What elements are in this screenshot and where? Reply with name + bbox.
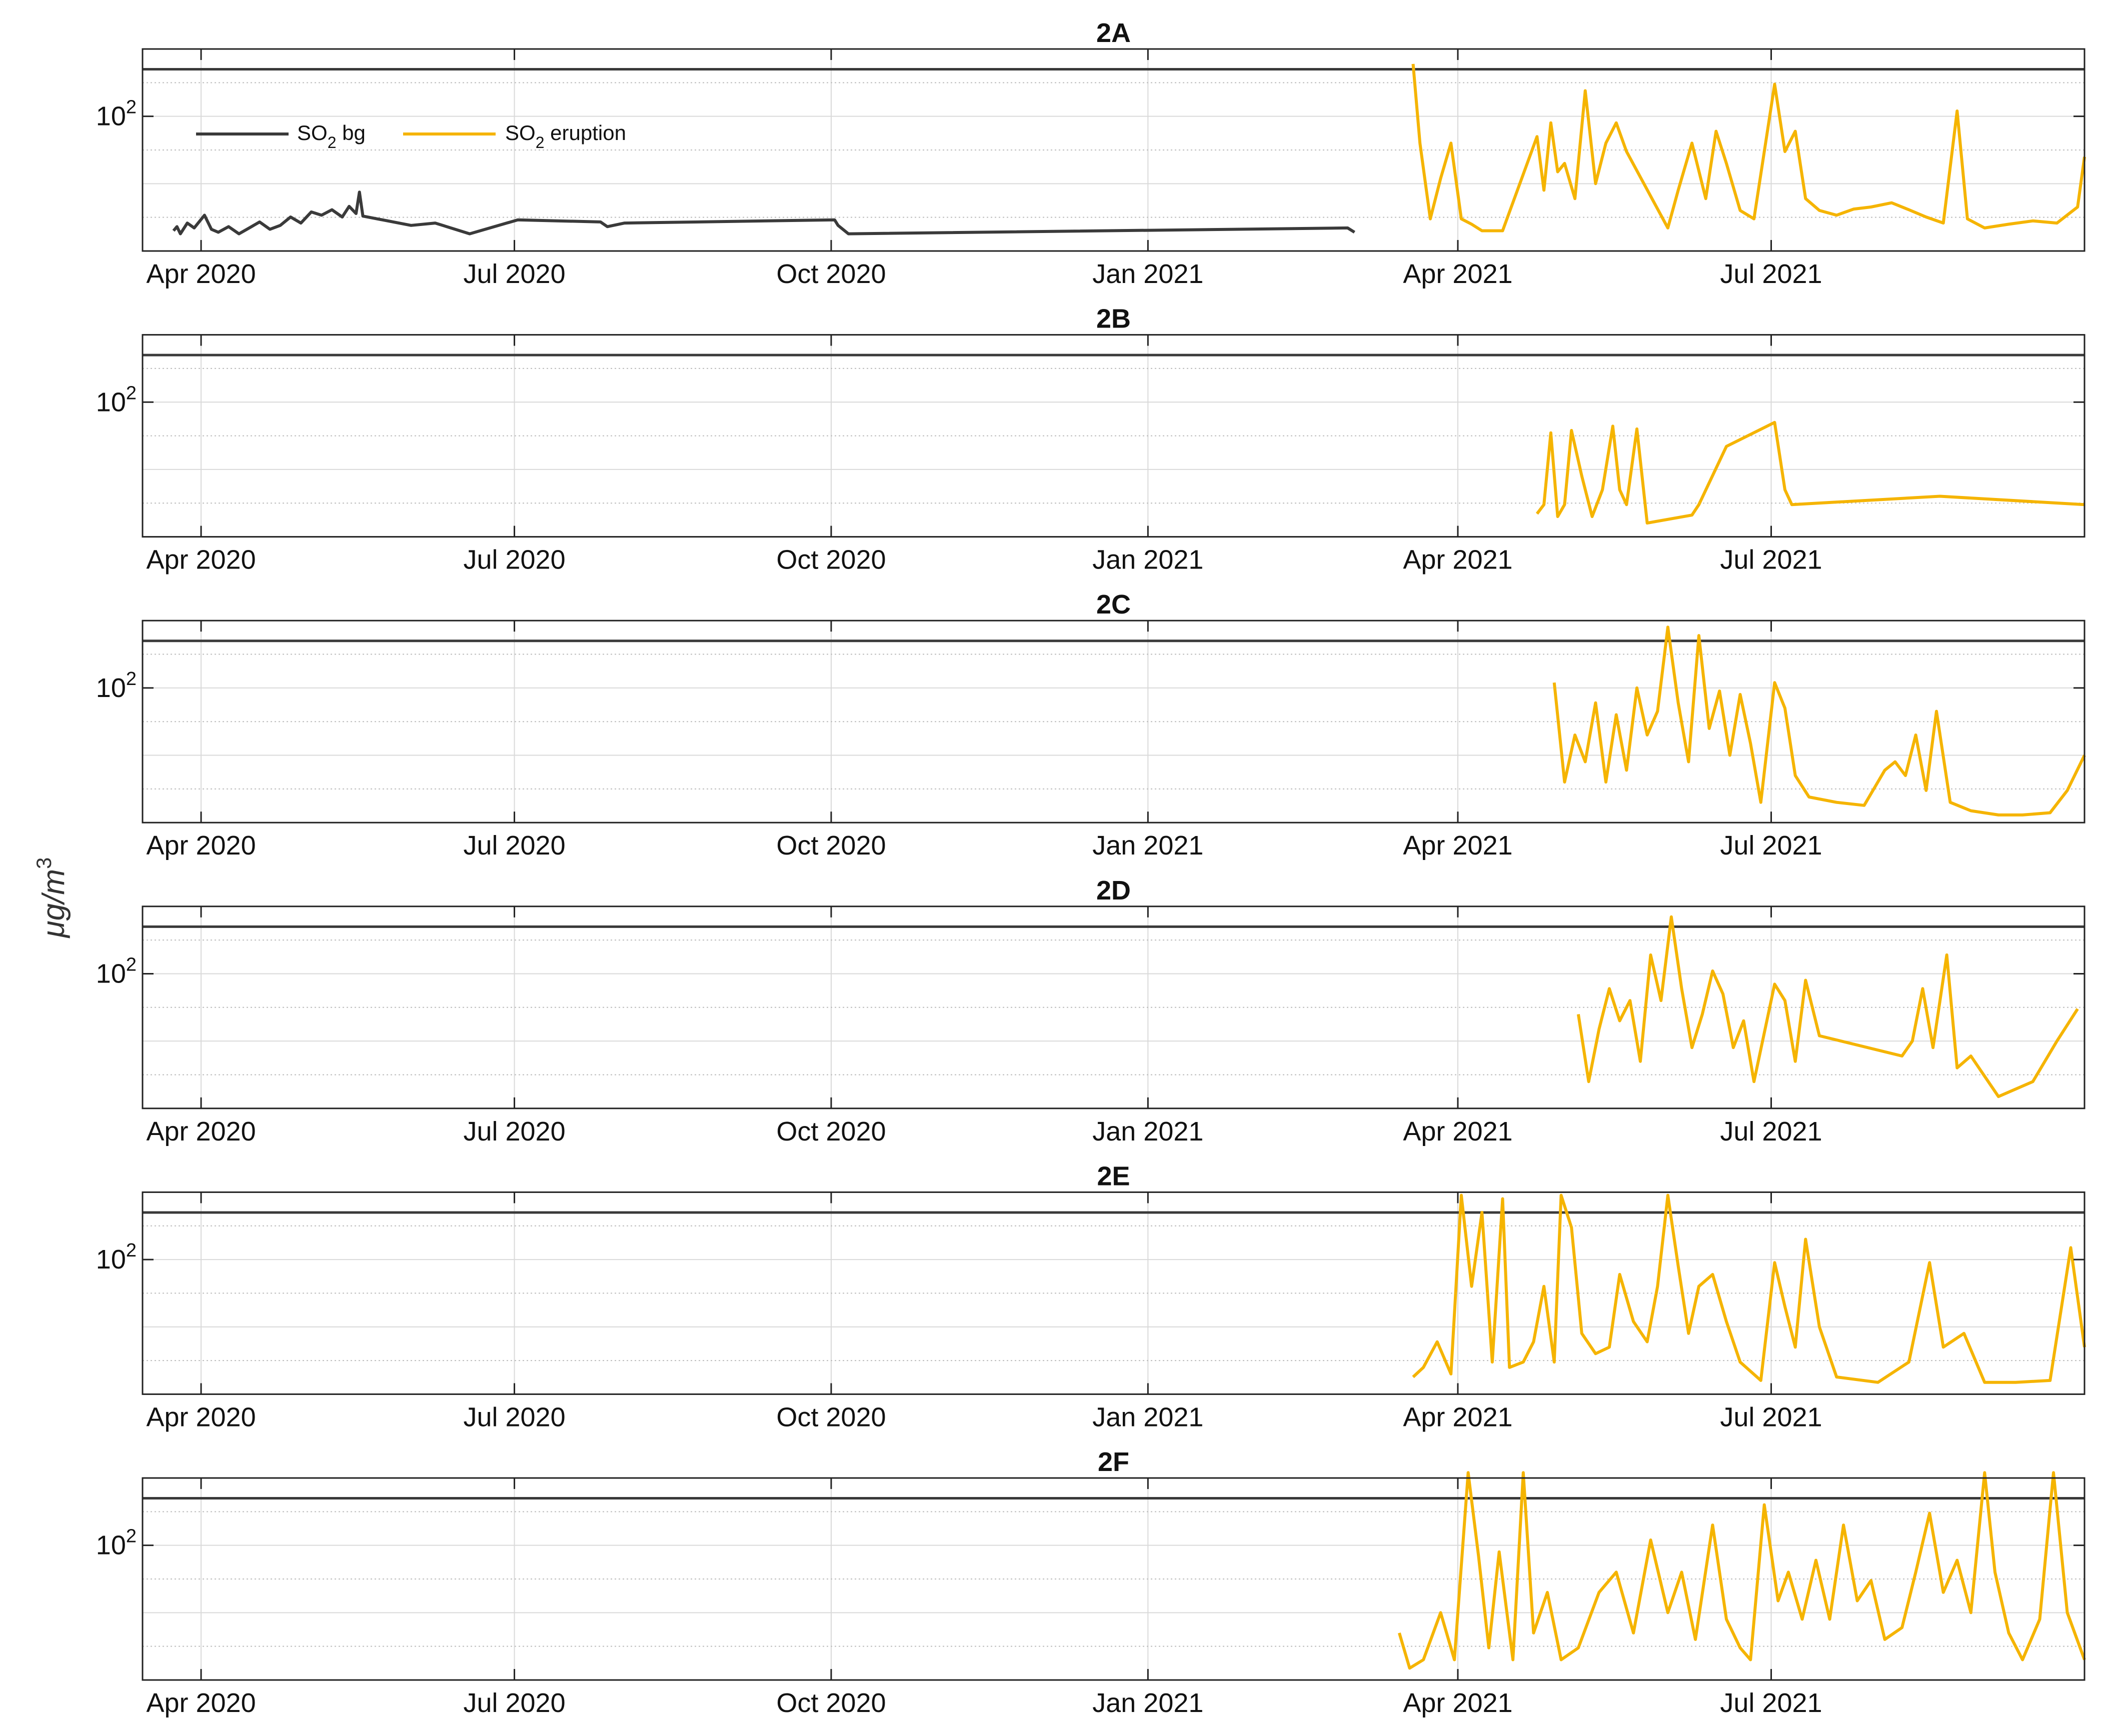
legend-label-eruption: SO2 eruption [505,121,626,152]
panel-2f: 2F Apr 2020 Jul 2020 Oct 2020 Jan 2021 Apr 20… [96,1447,2086,1718]
legend-label-bg: SO2 bg [297,121,366,152]
x-tick-label: Apr 2021 [1403,545,1512,575]
x-tick-label: Jan 2021 [1092,259,1203,289]
axes-frame [142,906,2085,1110]
panel-2e: 2E Apr 2020 Jul 2020 Oct 2020 Jan 2021 Apr 20… [96,1161,2086,1432]
y-axis-label-superscript: 3 [32,858,56,869]
x-tick-label: Apr 2020 [146,1402,256,1432]
x-tick-label: Oct 2020 [776,259,886,289]
x-tick-label: Apr 2020 [146,259,256,289]
x-tick-label: Apr 2020 [146,830,256,860]
x-tick-label: Jan 2021 [1092,1688,1203,1718]
x-tick-label: Apr 2021 [1403,259,1512,289]
x-tick-label: Apr 2021 [1403,1688,1512,1718]
axes-frame [142,1191,2085,1395]
x-tick-label: Oct 2020 [776,1402,886,1432]
y-tick-label: 102 [96,382,137,417]
x-tick-label: Jan 2021 [1092,1116,1203,1146]
x-tick-label: Apr 2021 [1403,1116,1512,1146]
panel-title: 2A [1096,18,1131,48]
x-tick-label: Jul 2021 [1720,259,1822,289]
series-line-bg [172,190,1355,236]
x-tick-label: Jan 2021 [1092,1402,1203,1432]
y-tick-label: 102 [96,954,137,988]
x-tick-label: Oct 2020 [776,1688,886,1718]
y-tick-label: 102 [96,97,137,132]
panel-title: 2D [1096,876,1131,906]
x-tick-label: Oct 2020 [776,545,886,575]
legend: SO2 bg SO2 eruption [196,121,626,152]
y-tick-label: 102 [96,1240,137,1274]
panel-title: 2E [1097,1161,1130,1191]
x-tick-label: Jul 2021 [1720,1688,1822,1718]
y-axis-label: μg/m3 [32,858,71,939]
x-tick-label: Jul 2020 [463,1688,565,1718]
x-tick-label: Jul 2020 [463,1116,565,1146]
x-tick-label: Jan 2021 [1092,545,1203,575]
x-tick-label: Jul 2021 [1720,1116,1822,1146]
panel-title: 2C [1096,590,1131,620]
series-line-eruption [1535,420,2085,525]
panels: 2A Apr 2020 Jul 2020 Oct 2020 Jan 2021 Apr 20… [96,18,2086,1718]
x-tick-label: Jul 2020 [463,545,565,575]
panel-2a: 2A Apr 2020 Jul 2020 Oct 2020 Jan 2021 Apr 20… [96,18,2086,289]
x-tick-label: Jul 2021 [1720,830,1822,860]
x-tick-label: Apr 2021 [1403,1402,1512,1432]
axes-frame [142,1477,2085,1681]
x-tick-label: Apr 2020 [146,1688,256,1718]
panel-2c: 2C Apr 2020 Jul 2020 Oct 2020 Jan 2021 Apr 20… [96,590,2086,860]
x-tick-label: Oct 2020 [776,830,886,860]
axes-frame [142,48,2085,252]
x-tick-label: Jul 2020 [463,830,565,860]
panel-title: 2B [1096,304,1131,334]
series-line-eruption [1576,915,2079,1098]
x-tick-label: Jul 2020 [463,259,565,289]
series-line-eruption [1398,1471,2086,1670]
series-line-eruption [1552,626,2086,816]
x-tick-label: Apr 2020 [146,545,256,575]
x-tick-label: Apr 2021 [1403,830,1512,860]
panel-2d: 2D Apr 2020 Jul 2020 Oct 2020 Jan 2021 Apr 20… [96,876,2085,1146]
panel-title: 2F [1098,1447,1129,1477]
axes-frame [142,334,2085,538]
series-line-eruption [1412,1194,2086,1384]
x-tick-label: Jul 2021 [1720,1402,1822,1432]
y-tick-label: 102 [96,1526,137,1560]
x-tick-label: Apr 2020 [146,1116,256,1146]
axes-frame [142,620,2085,824]
x-tick-label: Jan 2021 [1092,830,1203,860]
x-tick-label: Oct 2020 [776,1116,886,1146]
panel-2b: 2B Apr 2020 Jul 2020 Oct 2020 Jan 2021 Apr 20… [96,304,2085,575]
x-tick-label: Jul 2021 [1720,545,1822,575]
series-line-eruption [1411,64,2086,232]
y-tick-label: 102 [96,668,137,703]
x-tick-label: Jul 2020 [463,1402,565,1432]
y-axis-label-text: μg/m [37,869,71,938]
